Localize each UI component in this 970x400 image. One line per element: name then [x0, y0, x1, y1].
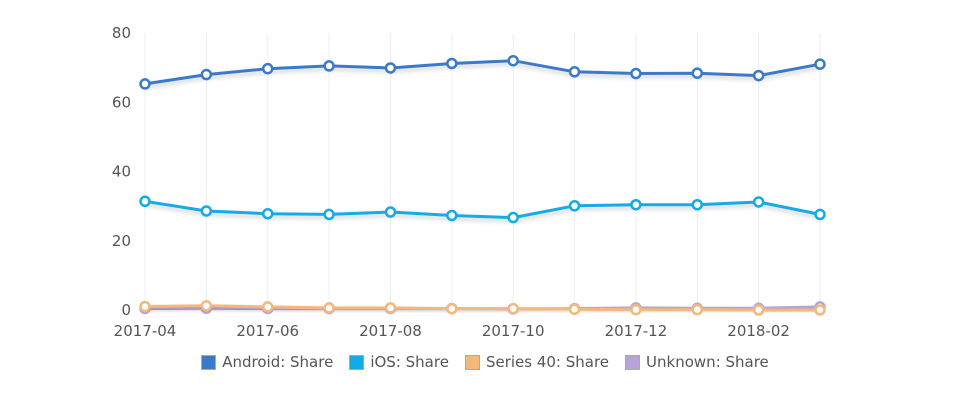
- legend-item-series-40-share[interactable]: Series 40: Share: [464, 353, 610, 371]
- legend-item-ios-share[interactable]: iOS: Share: [349, 353, 449, 371]
- data-point-android-share[interactable]: [691, 67, 704, 79]
- x-tick-label: 2018-02: [727, 322, 790, 340]
- y-tick-label: 40: [112, 163, 131, 181]
- series-ios-share: [139, 195, 826, 224]
- data-point-android-share[interactable]: [446, 57, 458, 70]
- legend-item-unknown-share[interactable]: Unknown: Share: [625, 353, 769, 371]
- data-point-ios-share[interactable]: [691, 198, 704, 211]
- series-layer: [139, 54, 826, 316]
- data-point-ios-share[interactable]: [384, 206, 397, 218]
- data-point-android-share[interactable]: [568, 66, 581, 78]
- data-point-android-share[interactable]: [323, 60, 335, 72]
- x-tick-label: 2017-04: [114, 322, 177, 340]
- data-point-ios-share[interactable]: [752, 196, 765, 208]
- data-point-series-40-share[interactable]: [691, 303, 704, 316]
- legend-item-android-share[interactable]: Android: Share: [201, 353, 333, 371]
- y-tick-label: 0: [121, 301, 131, 319]
- data-point-android-share[interactable]: [200, 68, 213, 81]
- series-line-android-share: [143, 59, 822, 86]
- data-point-ios-share[interactable]: [139, 195, 151, 208]
- data-point-series-40-share[interactable]: [323, 302, 335, 314]
- data-point-android-share[interactable]: [814, 58, 826, 70]
- data-point-series-40-share[interactable]: [814, 304, 826, 316]
- data-point-series-40-share[interactable]: [446, 302, 458, 315]
- x-tick-label: 2017-06: [236, 322, 299, 340]
- data-point-android-share[interactable]: [261, 62, 274, 75]
- legend-swatch: [201, 354, 217, 370]
- y-tick-label: 20: [112, 232, 131, 250]
- data-point-series-40-share[interactable]: [630, 303, 642, 316]
- data-point-ios-share[interactable]: [814, 208, 826, 221]
- x-tick-label: 2017-08: [359, 322, 422, 340]
- data-point-series-40-share[interactable]: [261, 301, 274, 313]
- chart-legend: Android: Share iOS: Share Series 40: Share…: [0, 353, 970, 371]
- y-tick-label: 60: [112, 93, 131, 111]
- data-point-ios-share[interactable]: [261, 207, 274, 220]
- data-point-android-share[interactable]: [139, 78, 151, 90]
- series-series-40-share: [139, 300, 826, 316]
- data-point-android-share[interactable]: [752, 69, 765, 82]
- legend-swatch: [625, 354, 641, 370]
- x-axis-ticks: 2017-04 2017-06 2017-08 2017-10 2017-12 2018-…: [114, 322, 790, 340]
- data-point-android-share[interactable]: [384, 62, 397, 74]
- series-android-share: [139, 54, 826, 90]
- data-point-ios-share[interactable]: [568, 200, 581, 212]
- data-point-series-40-share[interactable]: [384, 302, 397, 314]
- legend-label: Unknown: Share: [646, 353, 769, 371]
- legend-label: Android: Share: [222, 353, 334, 371]
- series-line-ios-share: [143, 199, 822, 220]
- legend-label: iOS: Share: [370, 353, 449, 371]
- data-point-ios-share[interactable]: [200, 205, 213, 217]
- y-tick-label: 80: [112, 24, 131, 42]
- data-point-series-40-share[interactable]: [568, 303, 581, 316]
- data-point-series-40-share[interactable]: [139, 300, 151, 313]
- y-axis-ticks: 0 20 40 60 80: [112, 24, 131, 319]
- legend-swatch: [349, 354, 365, 370]
- data-point-series-40-share[interactable]: [507, 302, 519, 315]
- legend-swatch: [464, 354, 480, 370]
- series-line-series-40-share: [143, 304, 822, 312]
- data-point-ios-share[interactable]: [630, 198, 642, 211]
- data-point-ios-share[interactable]: [446, 209, 458, 222]
- data-point-android-share[interactable]: [507, 54, 519, 67]
- data-point-series-40-share[interactable]: [200, 300, 213, 312]
- data-point-ios-share[interactable]: [323, 208, 335, 221]
- data-point-ios-share[interactable]: [507, 211, 519, 224]
- x-tick-label: 2017-10: [482, 322, 545, 340]
- data-point-android-share[interactable]: [630, 67, 642, 80]
- x-tick-label: 2017-12: [605, 322, 668, 340]
- legend-label: Series 40: Share: [485, 353, 610, 371]
- data-point-series-40-share[interactable]: [752, 304, 765, 316]
